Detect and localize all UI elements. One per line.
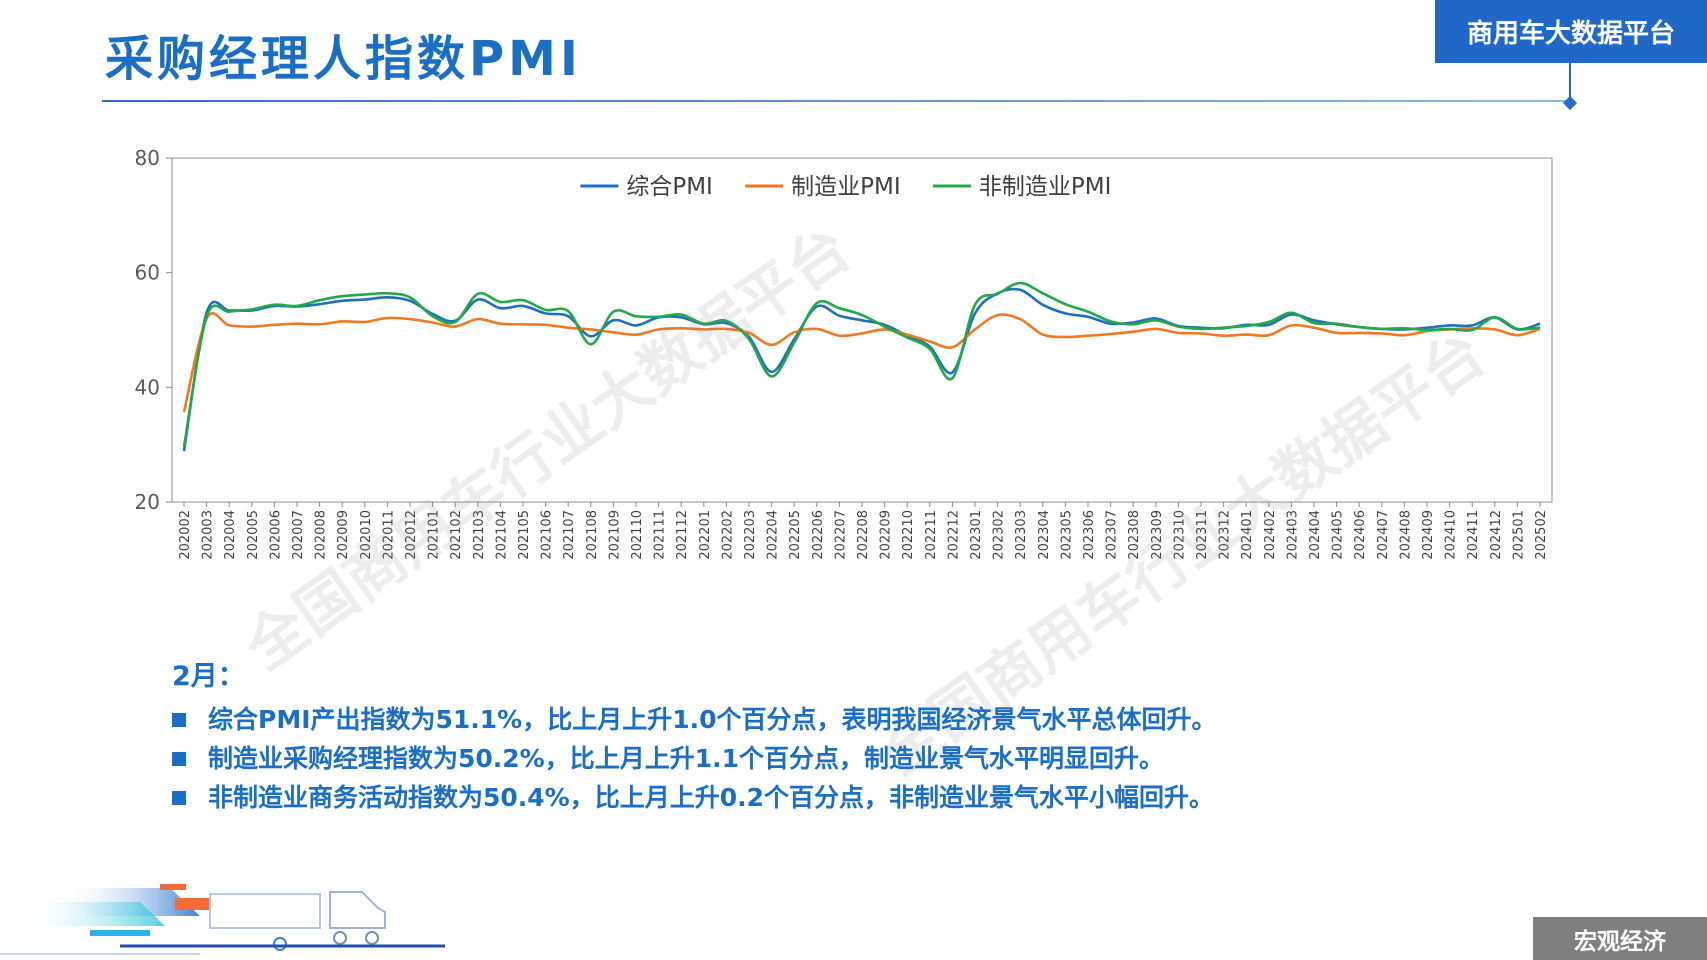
note-item: 综合PMI产出指数为51.1%，比上月上升1.0个百分点，表明我国经济景气水平总… [172, 700, 1217, 739]
x-tick-label: 202502 [1534, 510, 1549, 560]
x-tick-label: 202004 [223, 510, 238, 560]
x-tick-label: 202212 [946, 510, 961, 560]
series-line-0 [182, 287, 1541, 452]
series-lines [182, 281, 1541, 452]
x-tick-label: 202203 [743, 510, 758, 560]
legend-label: 非制造业PMI [979, 174, 1112, 200]
x-tick-label: 202410 [1444, 510, 1459, 560]
x-tick-label: 202003 [201, 510, 216, 560]
x-tick-label: 202312 [1218, 510, 1233, 560]
x-tick-label: 202406 [1353, 510, 1368, 560]
x-tick-label: 202411 [1466, 510, 1481, 560]
platform-badge: 商用车大数据平台 [1435, 0, 1707, 63]
square-bullet-icon [172, 790, 186, 805]
x-tick-label: 202408 [1398, 510, 1413, 560]
x-tick-label: 202008 [314, 510, 329, 560]
title-divider [102, 100, 1570, 102]
badge-connector [1569, 63, 1571, 101]
x-tick-label: 202302 [992, 510, 1007, 560]
x-tick-label: 202103 [472, 510, 487, 560]
square-bullet-icon [172, 712, 186, 727]
x-tick-label: 202005 [246, 510, 261, 560]
x-tick-label: 202310 [1172, 510, 1187, 560]
x-tick-label: 202009 [336, 510, 351, 560]
x-tick-label: 202307 [1105, 510, 1120, 560]
x-tick-label: 202012 [404, 510, 419, 560]
x-tick-label: 202107 [562, 510, 577, 560]
x-tick-label: 202205 [788, 510, 803, 560]
note-item: 制造业采购经理指数为50.2%，比上月上升1.1个百分点，制造业景气水平明显回升… [172, 739, 1217, 778]
series-line-2 [182, 281, 1541, 448]
x-tick-label: 202010 [359, 510, 374, 560]
plot-area [171, 157, 1553, 503]
x-tick-label: 202404 [1308, 510, 1323, 560]
x-tick-label: 202112 [675, 510, 690, 560]
x-tick-label: 202202 [720, 510, 735, 560]
x-tick-label: 202301 [969, 510, 984, 560]
note-text: 综合PMI产出指数为51.1%，比上月上升1.0个百分点，表明我国经济景气水平总… [208, 705, 1217, 734]
x-axis: 202002 202003 202004 202005 202006 202007 2020… [178, 502, 1549, 560]
x-tick-label: 202006 [268, 510, 283, 560]
truck-banner-graphic [0, 884, 445, 955]
x-tick-label: 202210 [901, 510, 916, 560]
notes-section: 2月： 综合PMI产出指数为51.1%，比上月上升1.0个百分点，表明我国经济景… [172, 658, 1217, 817]
y-axis: 20 40 60 80 [135, 146, 172, 514]
note-text: 制造业采购经理指数为50.2%，比上月上升1.1个百分点，制造业景气水平明显回升… [208, 744, 1165, 773]
series-line-1 [182, 312, 1541, 413]
x-tick-label: 202401 [1240, 510, 1255, 560]
x-tick-label: 202109 [607, 510, 622, 560]
x-tick-label: 202412 [1489, 510, 1504, 560]
x-tick-label: 202209 [879, 510, 894, 560]
x-tick-label: 202011 [381, 510, 396, 560]
y-tick-label: 20 [135, 490, 160, 514]
x-tick-label: 202108 [585, 510, 600, 560]
x-tick-label: 202305 [1059, 510, 1074, 560]
x-tick-label: 202002 [178, 510, 193, 560]
x-tick-label: 202207 [833, 510, 848, 560]
x-tick-label: 202208 [856, 510, 871, 560]
x-tick-label: 202102 [449, 510, 464, 560]
square-bullet-icon [172, 751, 186, 766]
y-tick-label: 60 [135, 261, 160, 285]
x-tick-label: 202405 [1331, 510, 1346, 560]
x-tick-label: 202110 [630, 510, 645, 560]
section-tab: 宏观经济 [1533, 917, 1707, 960]
x-tick-label: 202105 [517, 510, 532, 560]
x-tick-label: 202501 [1511, 510, 1526, 560]
x-tick-label: 202201 [698, 510, 713, 560]
note-item: 非制造业商务活动指数为50.4%，比上月上升0.2个百分点，非制造业景气水平小幅… [172, 778, 1217, 817]
x-tick-label: 202311 [1195, 510, 1210, 560]
x-tick-label: 202106 [540, 510, 555, 560]
x-tick-label: 202303 [1014, 510, 1029, 560]
legend-label: 制造业PMI [791, 174, 901, 200]
x-tick-label: 202304 [1037, 510, 1052, 560]
x-tick-label: 202111 [653, 510, 668, 560]
x-tick-label: 202409 [1421, 510, 1436, 560]
x-tick-label: 202206 [811, 510, 826, 560]
x-tick-label: 202306 [1082, 510, 1097, 560]
x-tick-label: 202101 [427, 510, 442, 560]
x-tick-label: 202403 [1285, 510, 1300, 560]
x-tick-label: 202204 [766, 510, 781, 560]
note-text: 非制造业商务活动指数为50.4%，比上月上升0.2个百分点，非制造业景气水平小幅… [208, 783, 1215, 812]
x-tick-label: 202104 [494, 510, 509, 560]
y-tick-label: 80 [135, 146, 160, 170]
legend-label: 综合PMI [626, 174, 713, 200]
chart-legend: 综合PMI 制造业PMI 非制造业PMI [580, 174, 1111, 200]
x-tick-label: 202007 [291, 510, 306, 560]
x-tick-label: 202308 [1127, 510, 1142, 560]
page-title: 采购经理人指数PMI [105, 31, 582, 87]
x-tick-label: 202407 [1376, 510, 1391, 560]
x-tick-label: 202211 [924, 510, 939, 560]
x-tick-label: 202402 [1263, 510, 1278, 560]
y-tick-label: 40 [135, 375, 160, 399]
notes-heading: 2月： [172, 661, 245, 692]
x-tick-label: 202309 [1150, 510, 1165, 560]
